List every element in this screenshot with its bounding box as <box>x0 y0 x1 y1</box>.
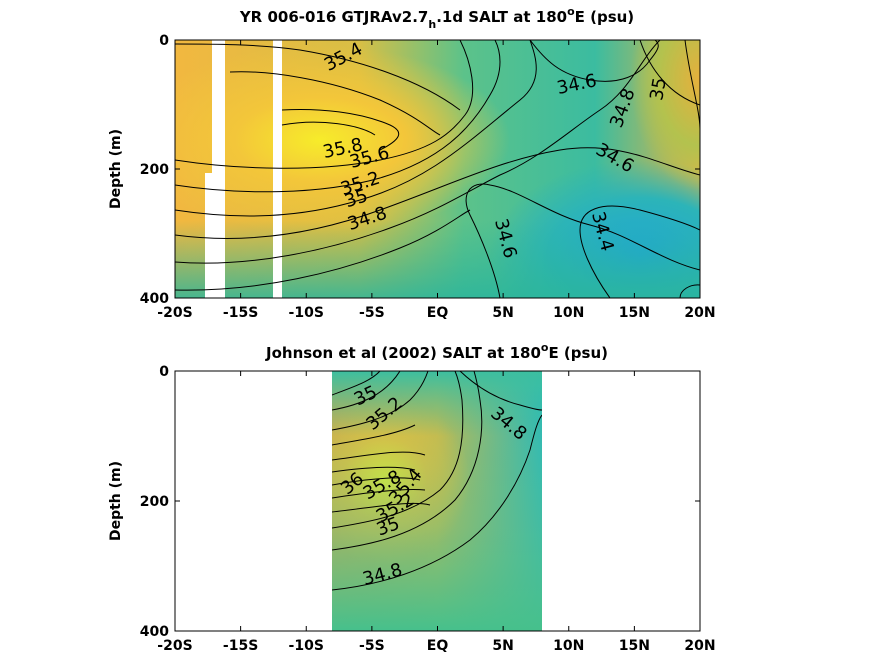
x-tick-label: -5S <box>359 305 385 321</box>
top-y-axis-label: Depth (m) <box>108 129 124 209</box>
top-salinity-field: 35.4 35.8 35.6 35.2 35 34.8 34.6 34.8 35… <box>175 40 700 298</box>
top-panel: YR 006-016 GTJRAv2.7h.1d SALT at 180oE (… <box>108 5 716 321</box>
bottom-contours <box>332 371 542 591</box>
bottom-salinity-field: 35 35.2 34.8 36 35.8 35.4 35.2 35 34.8 <box>332 371 542 631</box>
x-tick-label: -10S <box>289 638 324 654</box>
x-tick-label: EQ <box>427 638 449 654</box>
top-contours <box>175 40 700 298</box>
x-tick-label: -20S <box>157 305 192 321</box>
x-tick-label: 15N <box>619 638 650 654</box>
x-tick-label: -15S <box>223 638 258 654</box>
contour-label: 35 <box>646 76 671 102</box>
bottom-ticks: -20S -15S -10S -5S EQ 5N 10N 15N 20N 0 200 400 <box>140 364 716 654</box>
x-tick-label: -20S <box>157 638 192 654</box>
x-tick-label: 20N <box>684 638 715 654</box>
x-tick-label: 5N <box>492 305 513 321</box>
top-title: YR 006-016 GTJRAv2.7h.1d SALT at 180oE (… <box>239 5 634 31</box>
x-tick-label: -10S <box>289 305 324 321</box>
x-tick-label: 5N <box>492 638 513 654</box>
top-ticks: -20S -15S -10S -5S EQ 5N 10N 15N 20N 0 200 400 <box>140 33 716 321</box>
bottom-y-axis-label: Depth (m) <box>108 461 124 541</box>
y-tick-label: 0 <box>159 33 169 49</box>
x-tick-label: -5S <box>359 638 385 654</box>
x-tick-label: -15S <box>223 305 258 321</box>
y-tick-label: 200 <box>140 494 169 510</box>
bottom-title: Johnson et al (2002) SALT at 180oE (psu) <box>265 341 608 362</box>
x-tick-label: 10N <box>553 638 584 654</box>
y-tick-label: 400 <box>140 291 169 307</box>
x-tick-label: EQ <box>427 305 449 321</box>
y-tick-label: 200 <box>140 162 169 178</box>
x-tick-label: 20N <box>684 305 715 321</box>
x-tick-label: 15N <box>619 305 650 321</box>
y-tick-label: 400 <box>140 624 169 640</box>
bottom-panel: Johnson et al (2002) SALT at 180oE (psu) <box>108 341 716 654</box>
y-tick-label: 0 <box>159 364 169 380</box>
x-tick-label: 10N <box>553 305 584 321</box>
